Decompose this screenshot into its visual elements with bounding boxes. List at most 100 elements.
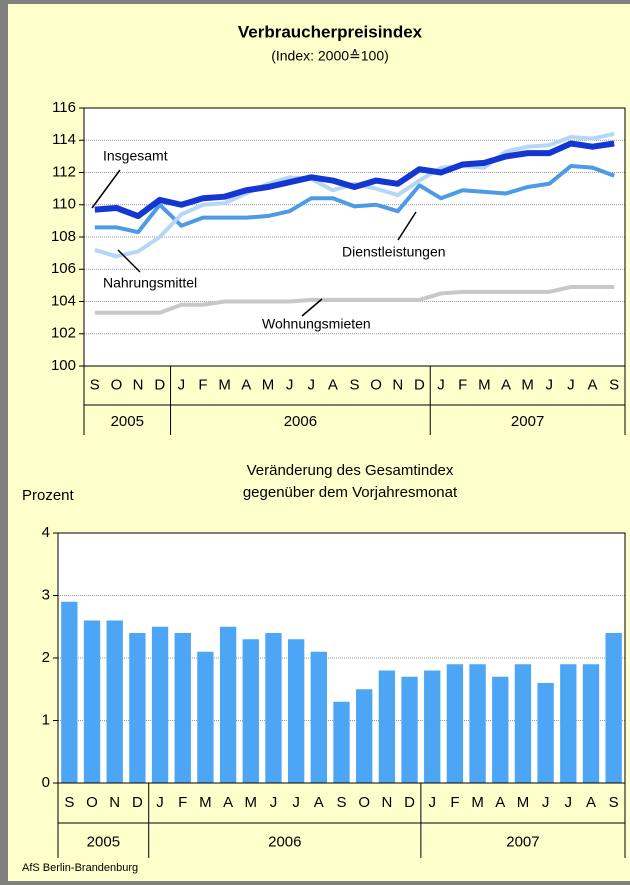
bar: [83, 620, 101, 783]
x-tick-label: J: [542, 794, 550, 811]
x-tick-label: J: [178, 376, 186, 393]
x-tick-label: A: [223, 794, 233, 811]
y-tick-label: 0: [42, 774, 50, 791]
y-tick-label: 100: [51, 357, 76, 374]
x-tick-label: J: [428, 794, 436, 811]
x-tick-label: S: [336, 794, 346, 811]
year-label: 2007: [506, 833, 539, 850]
x-tick-label: S: [609, 794, 619, 811]
x-tick-label: S: [90, 376, 100, 393]
x-tick-label: D: [404, 794, 415, 811]
y-tick-label: 112: [52, 163, 76, 180]
series-label: Insgesamt: [103, 148, 168, 164]
chart-subtitle: (Index: 2000≙100): [271, 48, 389, 64]
x-tick-label: A: [588, 376, 598, 393]
bar: [310, 651, 327, 783]
leader-line: [91, 169, 121, 209]
x-tick-label: F: [178, 794, 187, 811]
bar: [356, 689, 373, 783]
y-tick-label: 110: [52, 196, 76, 213]
source: AfS Berlin-Brandenburg: [22, 862, 138, 874]
x-tick-label: A: [241, 376, 251, 393]
bar: [197, 651, 214, 783]
x-tick-label: F: [458, 376, 467, 393]
y-tick-label: 1: [42, 711, 50, 728]
bar: [401, 676, 418, 783]
x-tick-label: S: [64, 794, 74, 811]
series-label: Wohnungsmieten: [262, 316, 371, 332]
x-tick-label: J: [286, 376, 294, 393]
y-tick-label: 106: [51, 260, 76, 277]
y-tick-label: 102: [51, 325, 76, 342]
series-label: Nahrungsmittel: [103, 275, 197, 291]
bar: [129, 633, 146, 783]
x-tick-label: M: [262, 376, 275, 393]
bar: [61, 601, 78, 783]
bar: [151, 626, 169, 783]
x-tick-label: J: [437, 376, 445, 393]
x-tick-label: J: [292, 794, 300, 811]
line: [94, 284, 615, 315]
bar: [582, 664, 600, 783]
x-tick-label: M: [521, 376, 534, 393]
x-tick-label: F: [198, 376, 207, 393]
bar: [537, 683, 554, 783]
x-tick-label: A: [328, 376, 338, 393]
x-tick-label: M: [218, 376, 231, 393]
x-tick-label: O: [111, 376, 123, 393]
bar: [265, 633, 282, 783]
chart-title: gegenüber dem Vorjahresmonat: [243, 484, 458, 501]
leader-line: [301, 298, 323, 317]
bar: [287, 639, 305, 783]
x-tick-label: J: [156, 794, 164, 811]
bar: [219, 626, 237, 783]
x-tick-label: J: [565, 794, 573, 811]
year-label: 2007: [511, 413, 544, 430]
x-tick-label: A: [501, 376, 511, 393]
x-tick-label: M: [517, 794, 530, 811]
x-tick-label: N: [381, 794, 392, 811]
x-tick-label: A: [586, 794, 596, 811]
bar: [106, 620, 123, 783]
leader-line: [117, 249, 141, 273]
x-tick-label: A: [495, 794, 505, 811]
chart-title: Verbraucherpreisindex: [238, 22, 423, 41]
y-axis-label: Prozent: [22, 487, 75, 504]
y-tick-label: 3: [42, 586, 50, 603]
x-tick-label: F: [450, 794, 459, 811]
bar: [605, 633, 622, 783]
bar: [333, 701, 350, 783]
y-tick-label: 4: [42, 524, 50, 541]
line: [94, 140, 615, 220]
y-tick-label: 2: [42, 649, 50, 666]
x-tick-label: O: [86, 794, 98, 811]
bar: [514, 664, 532, 783]
bar: [378, 670, 396, 783]
x-tick-label: S: [349, 376, 359, 393]
x-tick-label: M: [478, 376, 491, 393]
plot-border: [57, 532, 626, 784]
bar: [174, 633, 191, 783]
x-tick-label: M: [471, 794, 484, 811]
x-tick-label: N: [133, 376, 144, 393]
y-tick-label: 116: [52, 99, 76, 116]
x-tick-label: N: [392, 376, 403, 393]
bar: [560, 664, 577, 783]
bar: [469, 664, 486, 783]
series-label: Dienstleistungen: [342, 244, 446, 260]
chart-title: Veränderung des Gesamtindex: [247, 462, 454, 479]
plot-border: [83, 107, 626, 367]
x-tick-label: J: [307, 376, 315, 393]
x-tick-label: A: [314, 794, 324, 811]
bar: [242, 639, 259, 783]
bar: [492, 676, 509, 783]
x-tick-label: O: [370, 376, 382, 393]
x-tick-label: J: [546, 376, 554, 393]
y-tick-label: 114: [52, 131, 76, 148]
year-label: 2006: [284, 413, 317, 430]
x-tick-label: S: [609, 376, 619, 393]
x-tick-label: M: [245, 794, 258, 811]
bar: [446, 664, 464, 783]
x-tick-label: J: [270, 794, 278, 811]
bar: [424, 670, 441, 783]
